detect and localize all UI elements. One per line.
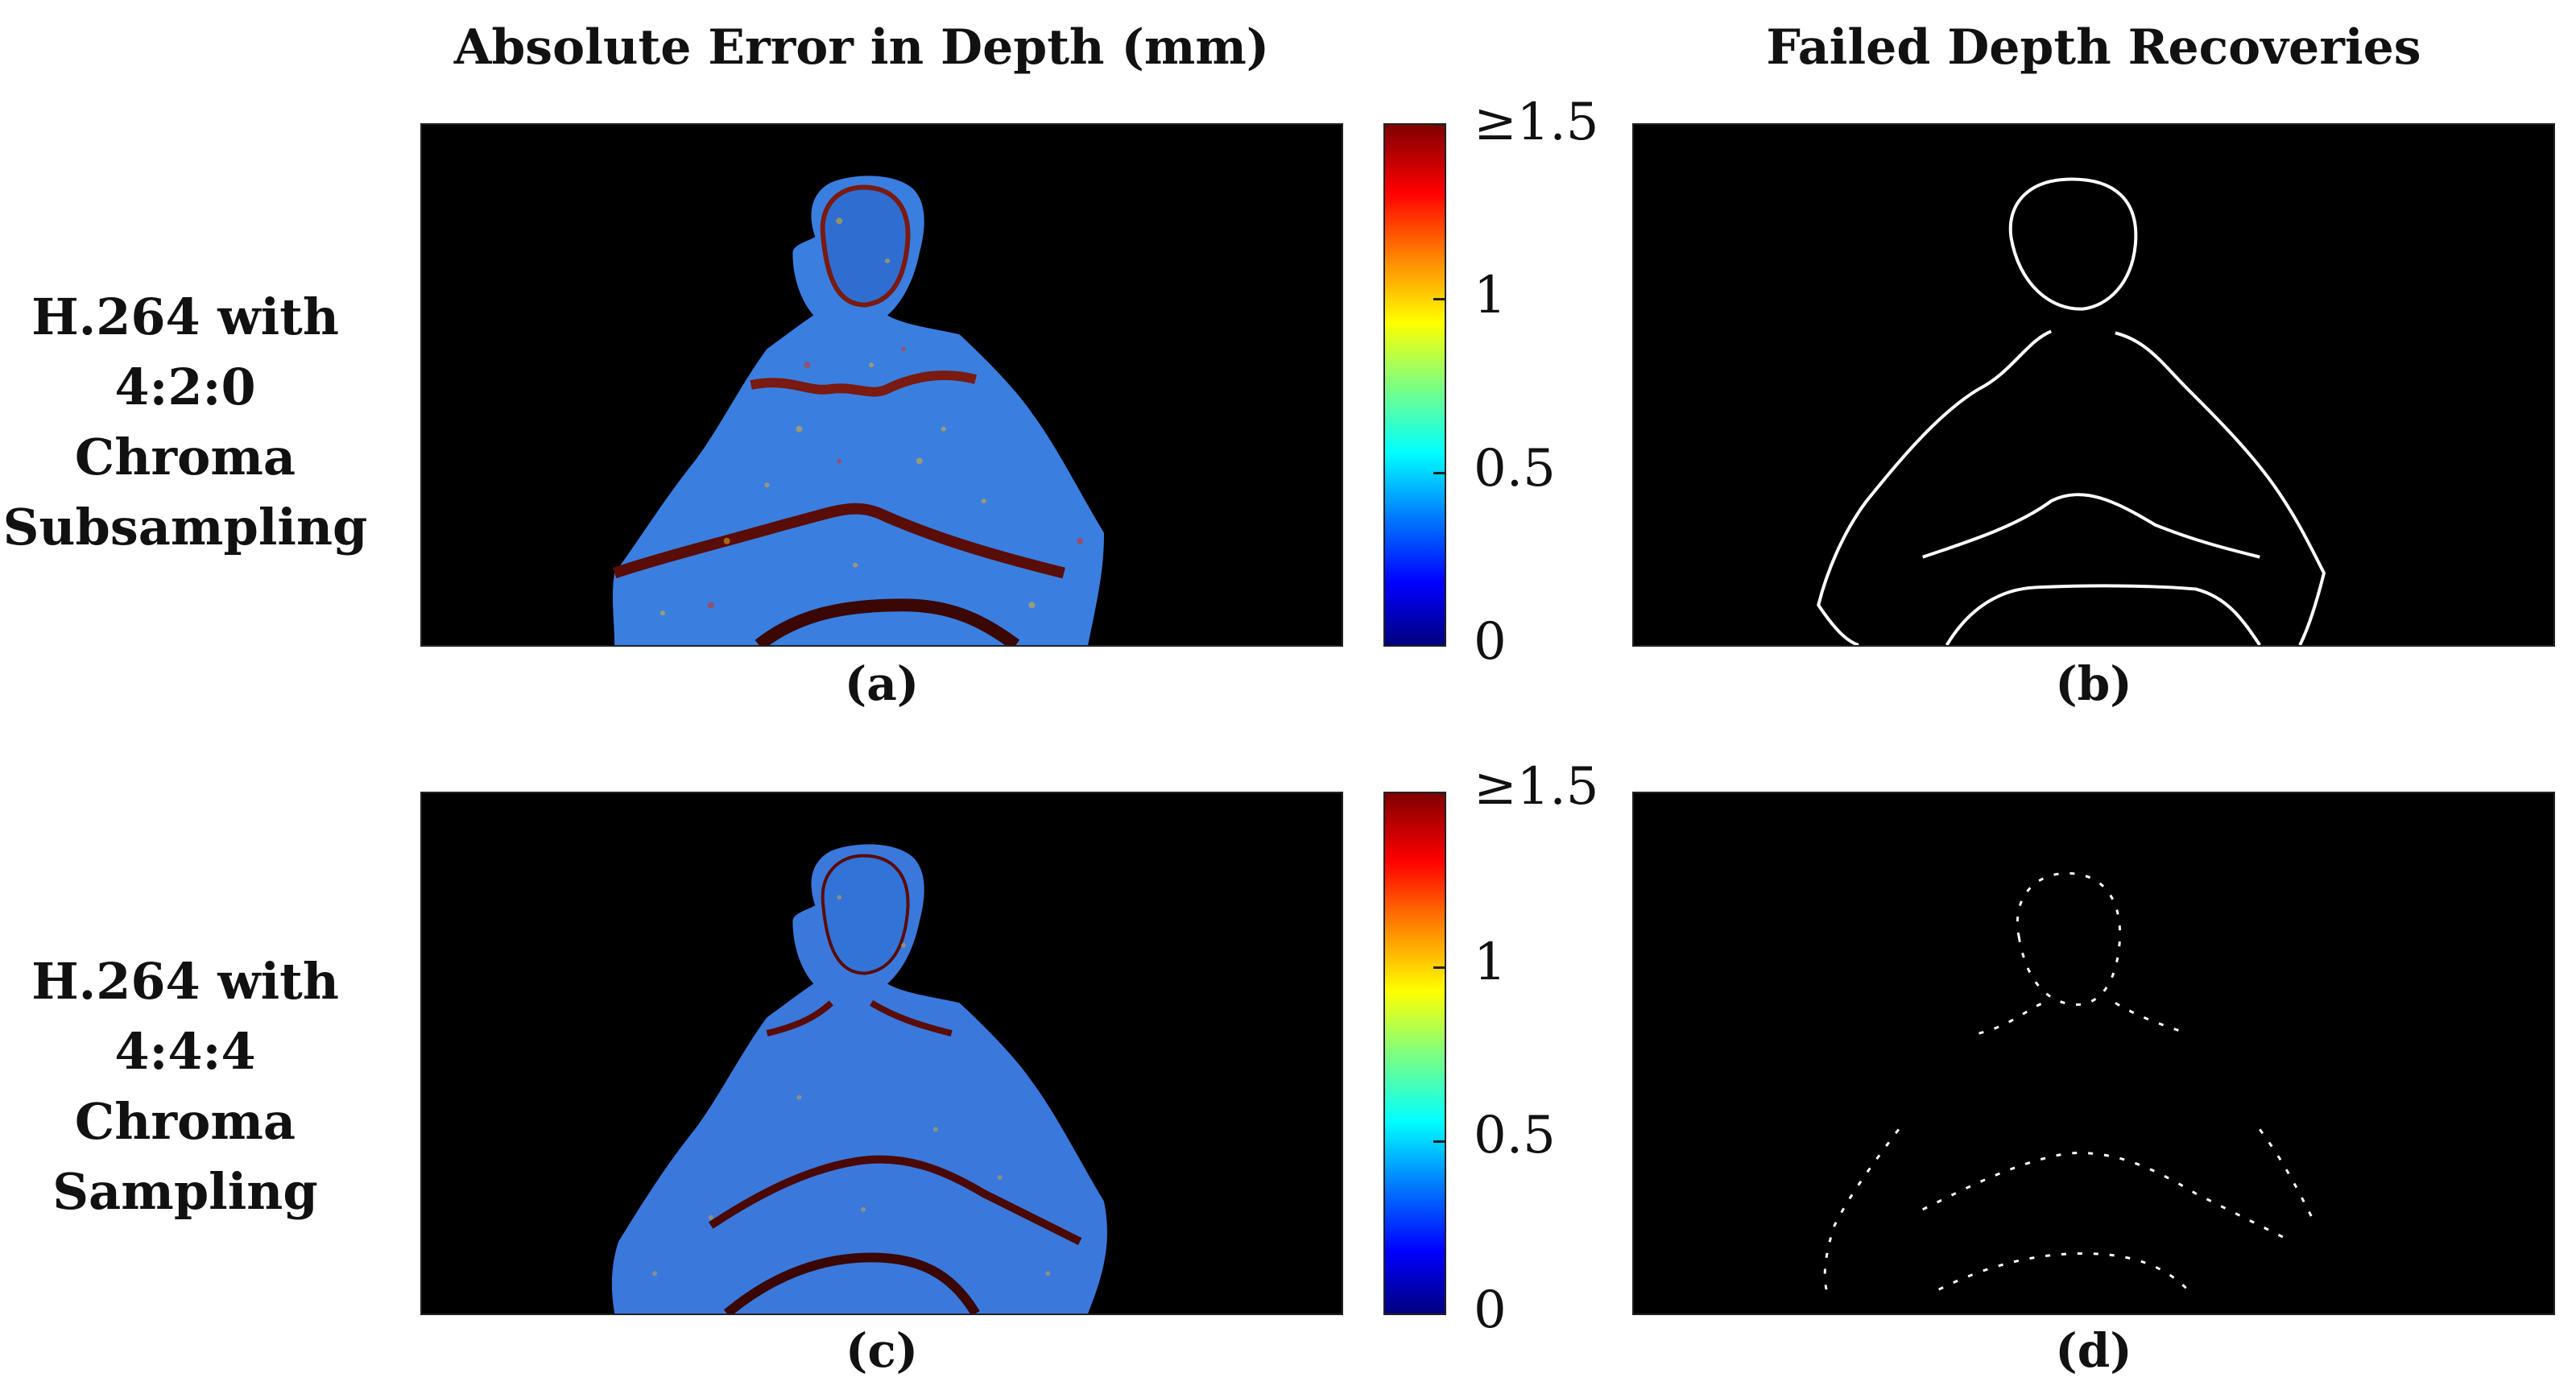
colorbar-tick-label: 0 bbox=[1474, 612, 1507, 672]
neck-edge bbox=[766, 999, 953, 1037]
colorbar-tick-label: 1 bbox=[1474, 933, 1507, 992]
failed-edges bbox=[1817, 177, 2326, 645]
colorbar-tick-label: ≥1.5 bbox=[1474, 93, 1599, 152]
row-label-420: H.264 with 4:2:0 Chroma Subsampling bbox=[0, 282, 370, 562]
caption-b: (b) bbox=[2055, 656, 2132, 711]
arm-edge bbox=[612, 503, 1065, 579]
colorbar-tick-label: ≥1.5 bbox=[1474, 757, 1599, 817]
failed-map-420-figure bbox=[1817, 177, 2326, 645]
colorbar-tick-label: 0.5 bbox=[1474, 1106, 1556, 1165]
row-label-line: H.264 with bbox=[31, 952, 339, 1011]
colorbar-tick bbox=[1433, 472, 1445, 474]
hand-edge bbox=[755, 598, 1020, 645]
colorbar-tick-label: 1 bbox=[1474, 266, 1507, 325]
noise-speckle-red bbox=[707, 346, 1084, 609]
colorbar-tick bbox=[1433, 1140, 1445, 1143]
error-map-420 bbox=[420, 123, 1343, 647]
colorbar-top bbox=[1383, 123, 1446, 647]
hand-edge bbox=[723, 1252, 980, 1314]
failed-column-title: Failed Depth Recoveries bbox=[1766, 19, 2421, 76]
noise-speckle bbox=[651, 895, 1051, 1276]
failed-map-444-figure bbox=[1823, 871, 2318, 1291]
row-label-line: H.264 with bbox=[31, 288, 339, 346]
colorbar-tick bbox=[1433, 123, 1445, 126]
error-map-444 bbox=[420, 792, 1343, 1315]
noise-speckle bbox=[660, 217, 1036, 616]
colorbar-tick bbox=[1433, 966, 1445, 969]
colorbar-tick bbox=[1433, 792, 1445, 794]
row-label-line: Sampling bbox=[52, 1162, 318, 1221]
colorbar-tick-label: 0.5 bbox=[1474, 439, 1556, 499]
failed-edges-sparse bbox=[1823, 871, 2318, 1291]
colorbar-tick-label: 0 bbox=[1474, 1280, 1507, 1340]
caption-d: (d) bbox=[2055, 1323, 2132, 1378]
neck-edge bbox=[750, 370, 978, 397]
colorbar-bottom bbox=[1383, 792, 1446, 1315]
error-map-444-figure bbox=[611, 844, 1107, 1314]
error-column-title: Absolute Error in Depth (mm) bbox=[453, 19, 1270, 76]
arm-edge bbox=[708, 1155, 1082, 1245]
face-outline bbox=[820, 184, 911, 308]
row-label-line: 4:4:4 Chroma bbox=[74, 1022, 296, 1151]
error-map-420-figure bbox=[612, 176, 1105, 645]
colorbar-tick bbox=[1433, 298, 1445, 300]
caption-c: (c) bbox=[845, 1323, 919, 1378]
row-label-line: 4:2:0 Chroma bbox=[74, 358, 296, 486]
failed-map-444 bbox=[1632, 792, 2555, 1315]
face-outline bbox=[821, 854, 910, 975]
failed-map-420 bbox=[1632, 123, 2555, 647]
row-label-444: H.264 with 4:4:4 Chroma Sampling bbox=[0, 946, 370, 1227]
person-silhouette bbox=[612, 176, 1105, 645]
caption-a: (a) bbox=[844, 656, 920, 711]
row-label-line: Subsampling bbox=[2, 498, 368, 556]
